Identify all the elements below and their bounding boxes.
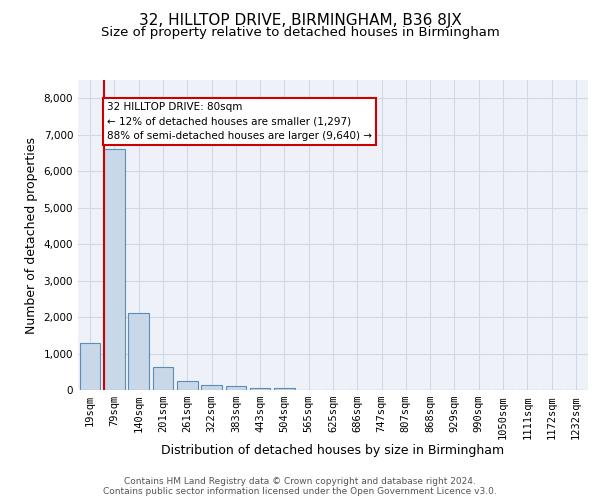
Bar bbox=[177, 381, 197, 390]
Y-axis label: Number of detached properties: Number of detached properties bbox=[25, 136, 38, 334]
Text: Contains public sector information licensed under the Open Government Licence v3: Contains public sector information licen… bbox=[103, 487, 497, 496]
Text: 32, HILLTOP DRIVE, BIRMINGHAM, B36 8JX: 32, HILLTOP DRIVE, BIRMINGHAM, B36 8JX bbox=[139, 12, 461, 28]
Bar bbox=[128, 314, 149, 390]
Bar bbox=[226, 386, 246, 390]
Bar bbox=[104, 150, 125, 390]
Bar bbox=[250, 388, 271, 390]
Bar bbox=[80, 342, 100, 390]
Text: Size of property relative to detached houses in Birmingham: Size of property relative to detached ho… bbox=[101, 26, 499, 39]
X-axis label: Distribution of detached houses by size in Birmingham: Distribution of detached houses by size … bbox=[161, 444, 505, 457]
Text: Contains HM Land Registry data © Crown copyright and database right 2024.: Contains HM Land Registry data © Crown c… bbox=[124, 477, 476, 486]
Bar bbox=[152, 368, 173, 390]
Text: 32 HILLTOP DRIVE: 80sqm
← 12% of detached houses are smaller (1,297)
88% of semi: 32 HILLTOP DRIVE: 80sqm ← 12% of detache… bbox=[107, 102, 372, 142]
Bar bbox=[274, 388, 295, 390]
Bar bbox=[201, 386, 222, 390]
